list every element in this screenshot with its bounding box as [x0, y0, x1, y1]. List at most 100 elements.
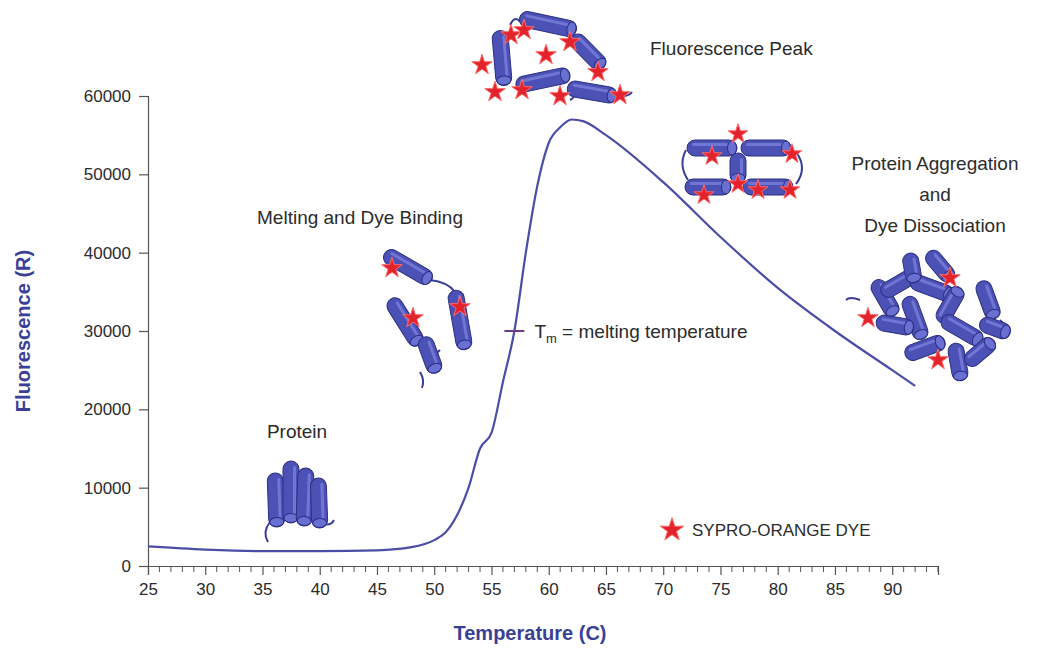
x-minor-tick: [308, 566, 309, 572]
x-minor-tick: [594, 566, 595, 572]
helix-shine: [947, 317, 976, 336]
y-tick-label: 30000: [84, 322, 131, 341]
x-axis: 2530354045505560657075808590: [139, 566, 938, 599]
helix-body: [267, 473, 285, 528]
helix: [416, 334, 444, 375]
x-tick-mark: [320, 566, 321, 575]
y-tick-mark: [139, 174, 148, 175]
helix-shine: [293, 466, 296, 514]
x-minor-tick: [903, 566, 904, 572]
dye-star: [512, 79, 532, 98]
y-tick-mark: [139, 96, 148, 97]
y-axis-title: Fluorescence (R): [12, 250, 34, 412]
helix-shine: [985, 320, 1003, 329]
loop: [265, 522, 270, 542]
helix-body: [416, 334, 444, 375]
helix-shine: [427, 340, 438, 364]
helix-shine: [967, 342, 986, 358]
x-minor-tick: [411, 566, 412, 572]
tm-label-part: = melting temperature: [557, 321, 748, 342]
x-tick: 90: [883, 566, 902, 599]
x-minor-tick: [285, 566, 286, 572]
x-minor-tick: [354, 566, 355, 572]
y-tick-label: 10000: [84, 479, 131, 498]
x-minor-tick: [193, 566, 194, 572]
x-minor-tick: [159, 566, 160, 572]
x-tick-mark: [663, 566, 664, 575]
illustrations: [265, 10, 1012, 542]
x-minor-tick: [686, 566, 687, 572]
x-tick: 40: [311, 566, 330, 599]
x-tick: 55: [483, 566, 502, 599]
x-minor-tick: [239, 566, 240, 572]
x-minor-tick: [445, 566, 446, 572]
loop: [682, 150, 688, 180]
helix-end: [903, 320, 914, 335]
dye-star: [514, 19, 534, 38]
helix: [875, 314, 915, 336]
x-tick-mark: [148, 566, 149, 575]
x-minor-tick: [754, 566, 755, 572]
helix-shine: [746, 143, 782, 146]
y-tick: 50000: [84, 165, 148, 184]
x-minor-tick: [457, 566, 458, 572]
annotation: Melting and Dye Binding: [257, 207, 463, 228]
x-minor-tick: [216, 566, 217, 572]
helix: [381, 247, 436, 288]
helix-shine: [577, 36, 600, 59]
x-minor-tick: [422, 566, 423, 572]
x-tick: 35: [254, 566, 273, 599]
x-minor-tick: [880, 566, 881, 572]
x-tick-mark: [549, 566, 550, 575]
x-minor-tick: [228, 566, 229, 572]
helix: [310, 478, 328, 529]
x-minor-tick: [846, 566, 847, 572]
x-minor-tick: [399, 566, 400, 572]
loop: [796, 152, 802, 184]
helix-shine: [306, 473, 311, 517]
x-tick-mark: [835, 566, 836, 575]
x-tick: 75: [712, 566, 731, 599]
y-tick-mark: [139, 253, 148, 254]
dye-star: [928, 349, 948, 368]
fluorescence-line: [148, 120, 915, 552]
helix-end: [457, 339, 472, 350]
x-tick: 30: [196, 566, 215, 599]
x-minor-tick: [617, 566, 618, 572]
annotation: Protein: [267, 421, 327, 442]
dye-star: [702, 146, 722, 165]
helix-body: [447, 289, 473, 351]
x-minor-tick: [571, 566, 572, 572]
plot-area: [148, 120, 915, 552]
x-tick-mark: [377, 566, 378, 575]
x-minor-tick: [709, 566, 710, 572]
helix-body: [974, 278, 1003, 321]
dye-star: [588, 61, 608, 80]
x-tick-label: 90: [883, 580, 902, 599]
x-tick: 70: [654, 566, 673, 599]
helix-shine: [938, 293, 954, 317]
helix-end: [999, 324, 1012, 340]
x-tick: 80: [769, 566, 788, 599]
y-tick-mark: [139, 409, 148, 410]
helix-body: [381, 247, 436, 288]
x-minor-tick: [674, 566, 675, 572]
y-tick: 40000: [84, 244, 148, 263]
helix-end: [933, 334, 946, 350]
dye-star: [782, 144, 802, 163]
x-tick-label: 85: [826, 580, 845, 599]
x-minor-tick: [938, 566, 939, 572]
x-tick-label: 45: [368, 580, 387, 599]
x-minor-tick: [502, 566, 503, 572]
x-minor-tick: [926, 566, 927, 572]
x-minor-tick: [560, 566, 561, 572]
helix-shine: [690, 182, 722, 185]
x-minor-tick: [331, 566, 332, 572]
x-tick-label: 60: [540, 580, 559, 599]
x-tick-label: 80: [769, 580, 788, 599]
dye-star: [728, 124, 748, 143]
x-minor-tick: [915, 566, 916, 572]
dye-star: [748, 180, 768, 199]
x-minor-tick: [182, 566, 183, 572]
helix-end: [982, 335, 998, 352]
